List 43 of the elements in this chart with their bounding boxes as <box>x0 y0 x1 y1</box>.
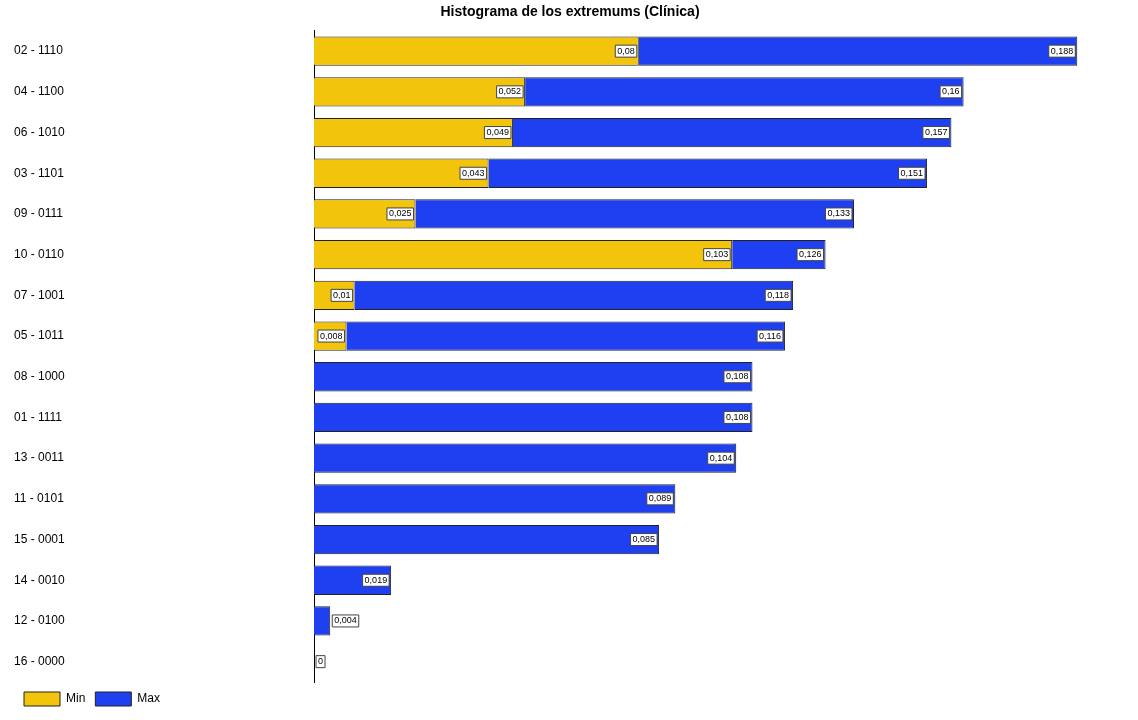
y-tick-label: 11 - 0101 <box>14 491 65 506</box>
total-label: 0,133 <box>827 208 850 219</box>
total-label: 0,157 <box>924 127 948 138</box>
total-label: 0 <box>318 656 324 667</box>
data-label: 0,025 <box>388 208 412 219</box>
total-label: 0,104 <box>709 452 733 463</box>
y-tick-label: 08 - 1000 <box>14 369 66 384</box>
y-tick-label: 16 - 0000 <box>14 653 66 668</box>
y-tick-label: 14 - 0010 <box>14 572 66 587</box>
y-tick-label: 15 - 0001 <box>14 531 66 546</box>
total-label: 0,151 <box>900 167 924 178</box>
data-label: 0,049 <box>486 127 509 138</box>
data-label: 0,103 <box>705 249 729 260</box>
total-label: 0,108 <box>725 371 749 382</box>
legend-label: Min <box>66 691 86 706</box>
y-tick-label: 03 - 1101 <box>14 165 65 180</box>
data-label: 0,043 <box>462 167 485 178</box>
total-label: 0,16 <box>942 86 960 97</box>
data-label: 0,052 <box>498 86 522 97</box>
legend-label: Max <box>137 691 161 706</box>
data-label: 0,08 <box>617 45 635 56</box>
y-tick-label: 05 - 1011 <box>14 328 65 343</box>
total-label: 0,108 <box>725 411 749 422</box>
y-tick-label: 12 - 0100 <box>14 613 66 628</box>
total-label: 0,188 <box>1050 45 1074 56</box>
y-tick-label: 07 - 1001 <box>14 287 66 302</box>
chart-title: Histograma de los extremums (Clínica) <box>440 3 700 20</box>
total-label: 0,085 <box>632 534 656 545</box>
total-label: 0,019 <box>364 574 388 585</box>
y-tick-label: 10 - 0110 <box>14 246 65 261</box>
total-label: 0,116 <box>759 330 781 341</box>
y-tick-label: 02 - 1110 <box>14 43 64 58</box>
y-tick-label: 06 - 1010 <box>14 124 66 139</box>
total-label: 0,126 <box>799 249 822 260</box>
data-label: 0,01 <box>333 289 351 300</box>
data-label: 0,008 <box>319 330 343 341</box>
total-label: 0,089 <box>648 493 672 504</box>
y-tick-label: 13 - 0011 <box>14 450 65 465</box>
total-label: 0,118 <box>767 289 790 300</box>
y-tick-label: 01 - 1111 <box>14 409 63 424</box>
y-tick-label: 09 - 0111 <box>14 206 64 221</box>
total-label: 0,004 <box>334 615 357 626</box>
y-tick-label: 04 - 1100 <box>14 84 65 99</box>
